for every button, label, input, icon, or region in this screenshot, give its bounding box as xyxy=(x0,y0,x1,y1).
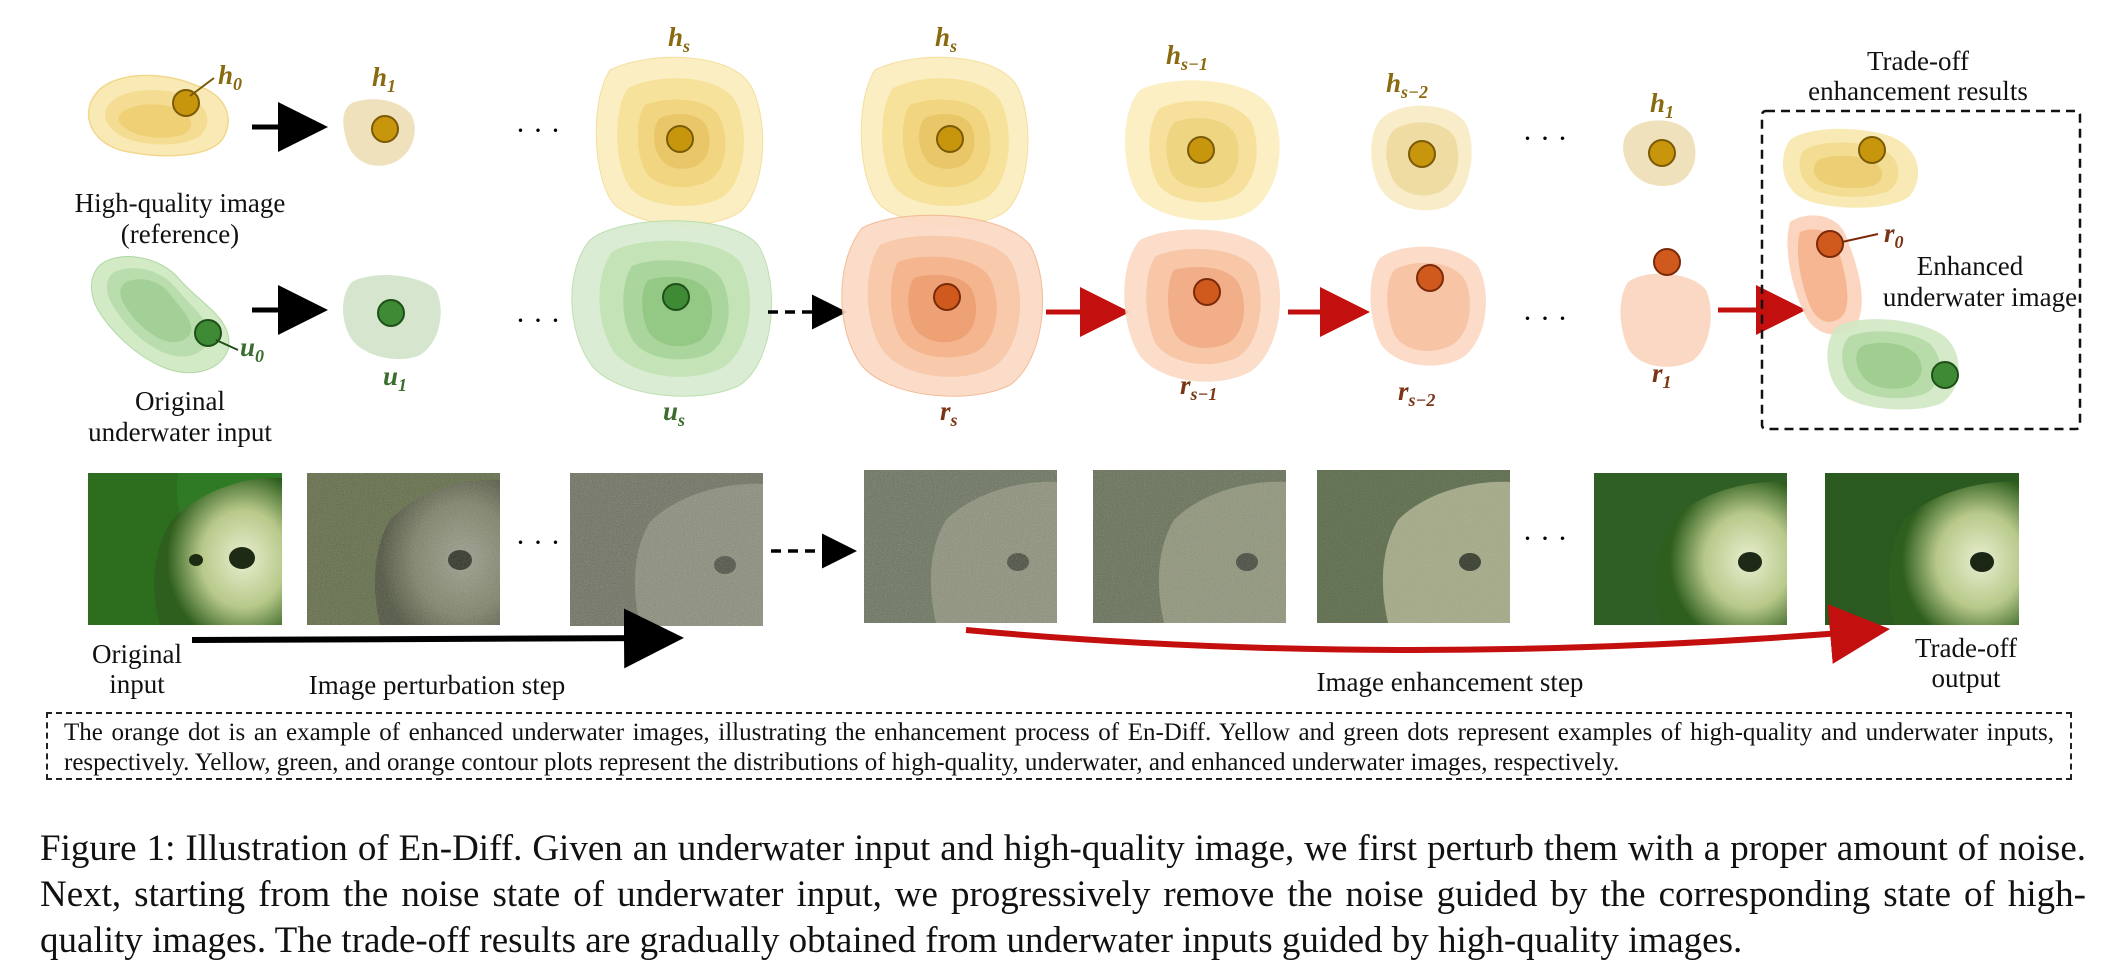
ellipsis-top-2: · · · xyxy=(1523,122,1568,155)
enh-distribution-rs-minus-1 xyxy=(1124,229,1281,382)
ellipsis-strip-1: · · · xyxy=(516,526,561,559)
arrow-enhancement-step xyxy=(965,604,1890,664)
label-rs: rs xyxy=(940,396,958,430)
hq-distribution-h0 xyxy=(87,74,229,157)
tradeoff-hq-distribution xyxy=(1782,128,1919,208)
label-hs-minus-1: hs−1 xyxy=(1166,40,1208,74)
uw-dot-u0 xyxy=(194,319,222,347)
enhanced-label-line1: Enhanced xyxy=(1917,251,2024,281)
label-h0: h0 xyxy=(218,60,242,94)
hq-dot-hs-1 xyxy=(666,125,694,153)
image-enhanced-s xyxy=(864,470,1057,623)
enh-dot-r1 xyxy=(1653,248,1681,276)
hq-label-line2: (reference) xyxy=(121,219,239,249)
arrow-perturbation-step xyxy=(191,608,684,669)
enh-distribution-rs-minus-2 xyxy=(1370,246,1486,366)
hq-distribution-hs-2 xyxy=(860,56,1029,226)
uw-label-line2: underwater input xyxy=(88,417,272,447)
image-original-input xyxy=(88,473,282,625)
perturbation-step-label: Image perturbation step xyxy=(309,670,565,700)
label-us: us xyxy=(663,396,685,430)
enh-distribution-rs xyxy=(841,214,1044,397)
tradeoff-enh-dot xyxy=(1816,230,1844,258)
label-rs-minus-1: rs−1 xyxy=(1180,370,1217,404)
enh-distribution-r1 xyxy=(1620,248,1711,367)
hq-distribution-hs-1 xyxy=(595,56,764,226)
enhanced-label-line2: underwater image xyxy=(1883,282,2077,312)
label-h1-left: h1 xyxy=(372,62,396,96)
diagram-canvas: h0 High-quality image (reference) h1 · ·… xyxy=(75,22,2082,700)
uw-distribution-us xyxy=(571,220,773,397)
hq-dot-hs-minus-2 xyxy=(1408,140,1436,168)
image-enhanced-r1 xyxy=(1594,473,1787,625)
legend-note-text: The orange dot is an example of enhanced… xyxy=(64,719,2054,776)
hq-dot-h0 xyxy=(172,89,200,117)
figure-caption: Figure 1: Illustration of En-Diff. Given… xyxy=(40,828,2086,961)
enh-dot-rs-minus-1 xyxy=(1193,278,1221,306)
hq-distribution-hs-minus-2 xyxy=(1371,105,1472,211)
ellipsis-mid-2: · · · xyxy=(1523,302,1568,335)
strip-original-line2: input xyxy=(109,669,165,699)
label-h1-right: h1 xyxy=(1650,88,1674,122)
uw-distribution-u0 xyxy=(91,256,239,374)
tradeoff-output-line2: output xyxy=(1931,663,2001,693)
tradeoff-enh-distribution xyxy=(1787,215,1879,335)
hq-distribution-h1 xyxy=(343,99,415,166)
uw-label-line1: Original xyxy=(135,386,225,416)
image-tradeoff-output xyxy=(1825,473,2019,625)
label-rs-minus-2: rs−2 xyxy=(1398,376,1435,410)
uw-distribution-u1 xyxy=(343,275,441,360)
ellipsis-mid-1: · · · xyxy=(516,304,561,337)
enhancement-step-label: Image enhancement step xyxy=(1317,667,1584,697)
legend-note-box: The orange dot is an example of enhanced… xyxy=(46,712,2072,780)
ellipsis-strip-2: · · · xyxy=(1523,522,1568,555)
image-perturbed-1 xyxy=(307,473,500,625)
label-hs-2: hs xyxy=(935,22,957,56)
strip-original-line1: Original xyxy=(92,639,182,669)
hq-dot-h1 xyxy=(371,115,399,143)
enh-dot-rs xyxy=(933,283,961,311)
tradeoff-title-line2: enhancement results xyxy=(1808,76,2028,106)
hq-dot-hs-minus-1 xyxy=(1187,136,1215,164)
tradeoff-box xyxy=(1760,109,2082,431)
label-r0: r0 xyxy=(1884,218,1904,252)
enh-dot-rs-minus-2 xyxy=(1416,264,1444,292)
tradeoff-uw-dot xyxy=(1931,361,1959,389)
label-u1: u1 xyxy=(383,361,407,395)
hq-distribution-hs-minus-1 xyxy=(1125,80,1280,221)
tradeoff-output-line1: Trade-off xyxy=(1915,633,2017,663)
hq-dot-h1-right xyxy=(1648,139,1676,167)
ellipsis-top-1: · · · xyxy=(516,114,561,147)
label-hs-minus-2: hs−2 xyxy=(1386,68,1428,102)
hq-distribution-h1-right xyxy=(1623,120,1696,186)
uw-dot-us xyxy=(662,283,690,311)
label-hs-1: hs xyxy=(668,22,690,56)
image-enhanced-s-minus-2 xyxy=(1317,470,1510,623)
hq-label-line1: High-quality image xyxy=(75,188,286,218)
image-enhanced-s-minus-1 xyxy=(1093,470,1286,623)
uw-dot-u1 xyxy=(377,299,405,327)
tradeoff-uw-distribution xyxy=(1827,319,1959,410)
tradeoff-title-line1: Trade-off xyxy=(1867,46,1969,76)
image-perturbed-s xyxy=(570,473,763,626)
label-r1: r1 xyxy=(1652,358,1672,392)
label-u0: u0 xyxy=(240,332,264,366)
tradeoff-hq-dot xyxy=(1858,136,1886,164)
hq-dot-hs-2 xyxy=(936,125,964,153)
